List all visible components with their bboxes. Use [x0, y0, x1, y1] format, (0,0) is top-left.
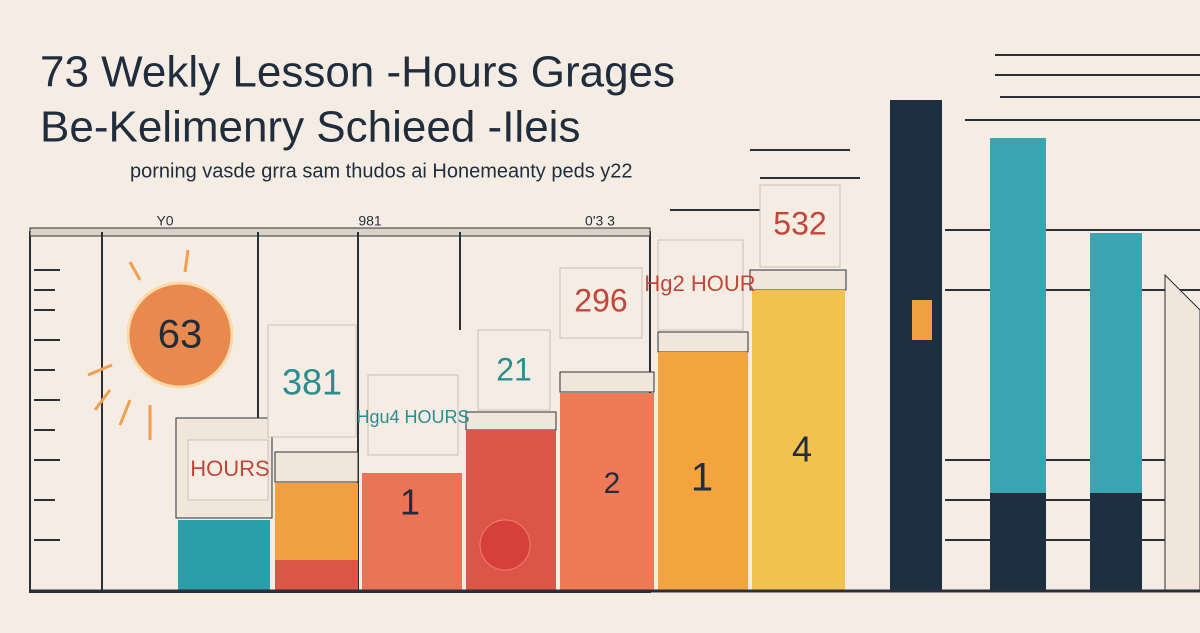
bar	[990, 138, 1046, 493]
bar	[1090, 493, 1142, 590]
badge: 381	[282, 362, 342, 403]
bar	[362, 473, 462, 590]
bar	[275, 560, 358, 590]
top-label: 0'3 3	[585, 213, 615, 229]
top-label: Y0	[156, 213, 173, 229]
subtitle: porning vasde grra sam thudos ai Honemea…	[130, 160, 633, 182]
bar-label: 2	[604, 467, 621, 500]
bar-cap	[657, 331, 749, 353]
bar-tab	[912, 300, 932, 340]
bar-cap	[559, 371, 655, 393]
badge: 63	[158, 313, 203, 357]
bar	[658, 352, 748, 590]
bar	[990, 493, 1046, 590]
badge: 532	[773, 205, 826, 241]
bar	[178, 520, 270, 590]
bar	[890, 100, 942, 590]
bar	[1164, 273, 1200, 591]
bar-cap	[465, 411, 557, 431]
bar-dot	[479, 519, 531, 571]
bar-cap	[749, 269, 847, 291]
bar-label: 4	[792, 429, 812, 470]
badge: 296	[574, 282, 627, 318]
title: Be-Kelimenry Schieed -Ileis	[40, 103, 580, 152]
ruler	[34, 232, 461, 590]
bar	[752, 290, 845, 590]
bar	[1090, 233, 1142, 493]
badge: 21	[496, 351, 532, 387]
deco-lines	[670, 54, 1200, 541]
frame-top	[29, 227, 651, 237]
title: 73 Wekly Lesson -Hours Grages	[40, 48, 675, 97]
bar-label: 1	[400, 482, 420, 523]
bar	[275, 483, 358, 560]
bar-cap	[274, 451, 359, 483]
badge-circle	[126, 281, 234, 389]
badge-boxes	[187, 184, 841, 501]
badge: Hg2 HOUR	[644, 271, 755, 296]
top-label: 981	[358, 213, 382, 229]
badge: Hgu4 HOURS	[356, 407, 469, 427]
sun-rays	[87, 249, 190, 440]
badge: HOURS	[190, 456, 269, 481]
bar	[560, 393, 654, 590]
bar-label: 1	[691, 456, 713, 500]
